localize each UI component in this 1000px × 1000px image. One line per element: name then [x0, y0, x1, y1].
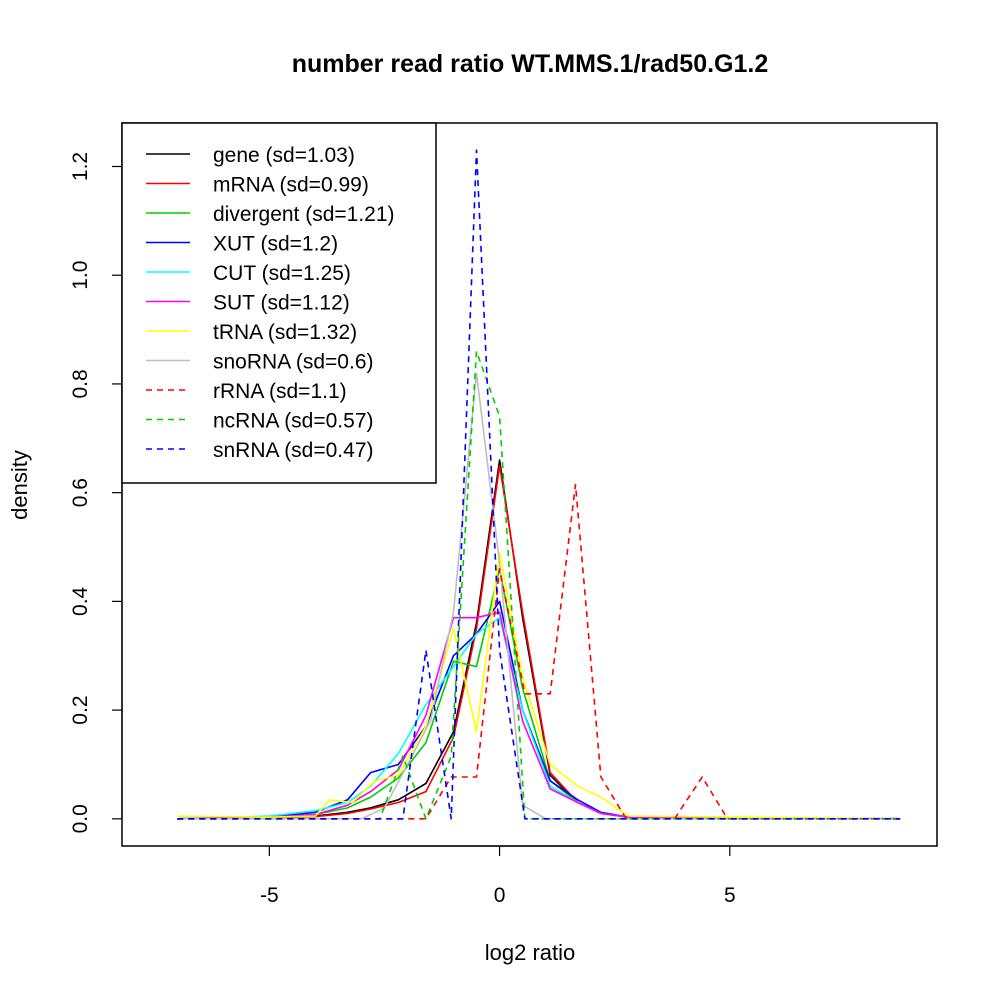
x-axis: -5 0 5 — [260, 845, 736, 907]
series-line-4 — [177, 616, 901, 820]
y-axis: 0.0 0.2 0.4 0.6 0.8 1.0 1.2 — [69, 152, 123, 833]
series-line-8 — [177, 483, 901, 820]
y-axis-label: density — [7, 450, 32, 520]
x-tick-label: 0 — [494, 884, 506, 907]
y-tick-label: 0.6 — [69, 478, 92, 507]
legend-label: gene (sd=1.03) — [213, 144, 355, 167]
legend: gene (sd=1.03) mRNA (sd=0.99) divergent (s… — [121, 122, 437, 484]
series-line-5 — [177, 611, 901, 820]
y-tick-label: 0.4 — [69, 586, 92, 616]
y-tick-label: 0.0 — [69, 804, 92, 833]
legend-label: snoRNA (sd=0.6) — [213, 351, 374, 374]
y-tick-label: 0.8 — [69, 369, 92, 398]
series-line-9 — [177, 350, 901, 820]
legend-label: SUT (sd=1.12) — [213, 292, 350, 315]
legend-label: ncRNA (sd=0.57) — [213, 410, 374, 433]
legend-label: rRNA (sd=1.1) — [213, 380, 347, 403]
series-line-0 — [177, 459, 901, 820]
legend-label: mRNA (sd=0.99) — [213, 174, 369, 197]
series-line-6 — [177, 551, 901, 820]
x-tick-label: -5 — [260, 884, 279, 907]
series-line-1 — [177, 464, 901, 820]
series-line-10 — [177, 149, 901, 820]
y-tick-label: 1.0 — [69, 261, 92, 290]
legend-label: tRNA (sd=1.32) — [213, 321, 357, 344]
series-lines — [177, 149, 901, 820]
series-line-7 — [177, 372, 901, 820]
plot-frame — [121, 122, 938, 847]
legend-label: divergent (sd=1.21) — [213, 203, 395, 226]
y-tick-label: 1.2 — [69, 152, 92, 181]
legend-label: CUT (sd=1.25) — [213, 262, 351, 285]
x-tick-label: 5 — [724, 884, 736, 907]
x-axis-label: log2 ratio — [485, 940, 576, 965]
legend-label: XUT (sd=1.2) — [213, 233, 338, 256]
chart-title: number read ratio WT.MMS.1/rad50.G1.2 — [292, 50, 769, 78]
y-tick-label: 0.2 — [69, 695, 92, 724]
legend-label: snRNA (sd=0.47) — [213, 439, 374, 462]
